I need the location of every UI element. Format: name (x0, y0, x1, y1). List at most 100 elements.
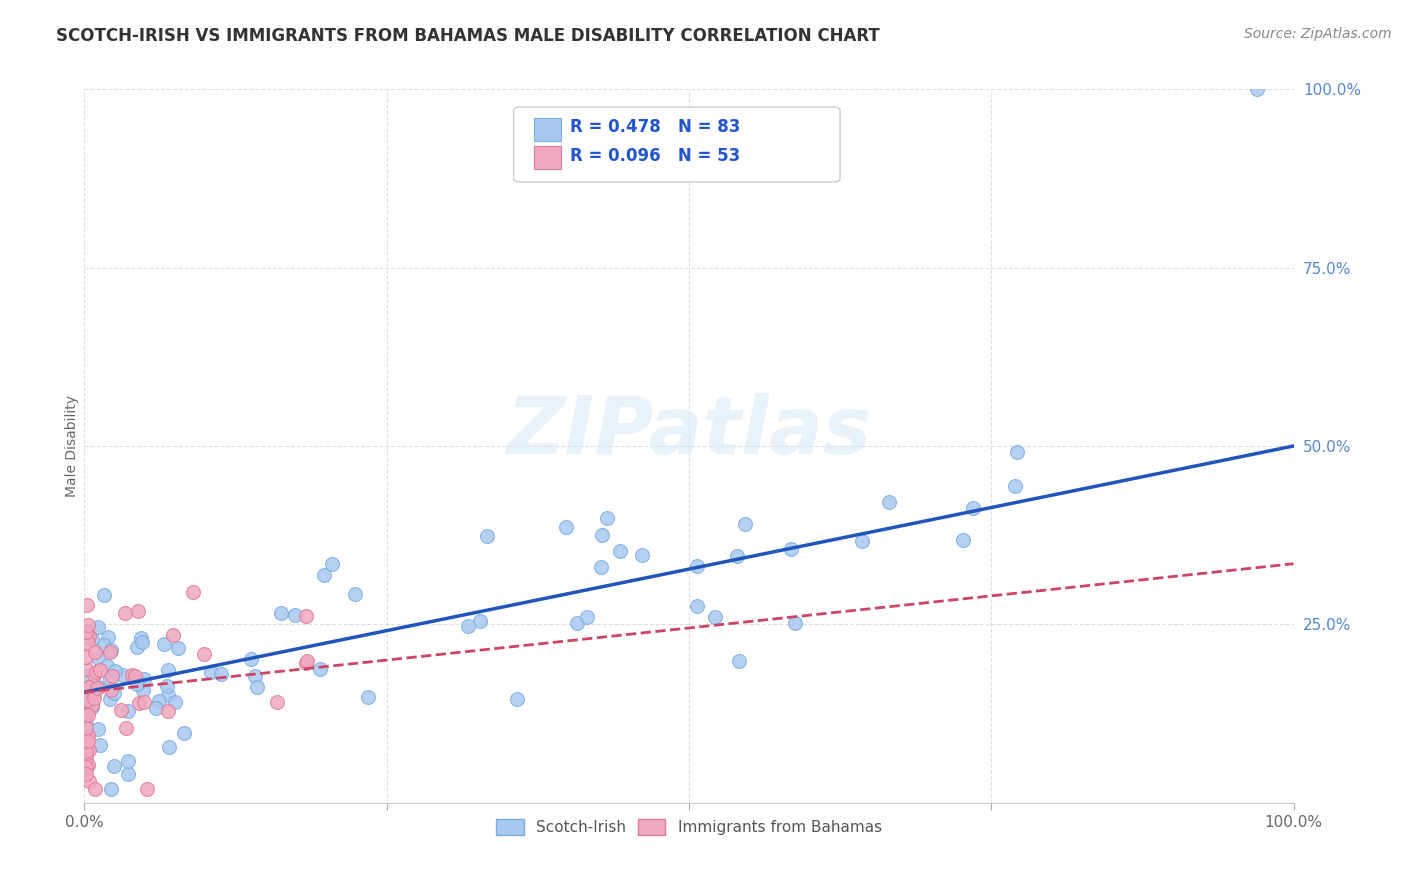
Point (132, 695, 155, 709)
Point (89, 738, 111, 752)
Point (576, 610, 599, 624)
Point (114, 606, 136, 620)
Point (295, 656, 318, 670)
Point (1246, 82, 1268, 96)
Point (77, 743, 100, 757)
Point (156, 688, 179, 702)
Point (76, 630, 98, 644)
Point (76, 598, 98, 612)
Point (173, 726, 195, 740)
Point (112, 667, 135, 681)
Point (270, 606, 292, 620)
Point (131, 635, 153, 649)
Point (100, 643, 122, 657)
Point (77, 758, 100, 772)
Point (156, 704, 179, 718)
Point (75, 624, 97, 639)
Point (686, 599, 709, 614)
Point (77, 629, 100, 643)
Point (89, 663, 111, 677)
Point (475, 529, 498, 543)
Point (83, 668, 105, 682)
Point (87, 722, 110, 736)
Point (284, 607, 307, 622)
Point (117, 766, 139, 780)
Point (114, 721, 136, 735)
Point (75, 721, 97, 735)
Point (457, 619, 479, 633)
Point (77, 681, 100, 695)
Point (609, 543, 631, 558)
Point (103, 759, 125, 773)
Point (86, 681, 108, 695)
Point (780, 541, 803, 556)
Point (124, 669, 146, 683)
Point (127, 604, 149, 618)
Point (125, 640, 148, 655)
Point (321, 557, 343, 571)
Point (82, 698, 104, 712)
Point (82, 688, 104, 702)
Point (75, 662, 97, 676)
Point (98, 672, 121, 686)
Point (98, 692, 121, 706)
Point (75, 767, 97, 781)
Point (243, 669, 266, 683)
Point (97, 630, 120, 644)
Point (87, 650, 110, 665)
Point (75, 624, 97, 639)
Point (75, 716, 97, 731)
Point (152, 637, 174, 651)
Point (155, 679, 177, 693)
Point (104, 664, 127, 678)
Point (75, 708, 97, 723)
Point (181, 585, 204, 599)
Point (110, 703, 132, 717)
Point (76, 618, 98, 632)
Point (962, 500, 984, 515)
Point (734, 517, 756, 532)
Point (567, 616, 589, 631)
Point (200, 665, 222, 679)
Point (103, 686, 125, 700)
Point (76, 708, 98, 723)
Point (952, 533, 974, 548)
Point (727, 654, 749, 668)
Point (783, 615, 806, 630)
Point (157, 663, 180, 677)
Point (117, 704, 139, 718)
Point (86, 681, 108, 695)
Point (80, 699, 103, 714)
Point (246, 681, 269, 695)
Point (83, 690, 105, 705)
Point (75, 745, 97, 759)
Text: Source: ZipAtlas.com: Source: ZipAtlas.com (1244, 27, 1392, 41)
Point (75, 669, 97, 683)
Point (295, 609, 318, 624)
Point (506, 691, 529, 706)
Point (555, 520, 578, 534)
Point (128, 696, 150, 710)
Point (93, 638, 115, 652)
Point (100, 781, 122, 796)
Point (1004, 479, 1026, 493)
FancyBboxPatch shape (534, 118, 561, 141)
Point (343, 586, 366, 600)
Point (87, 620, 110, 634)
Point (77, 733, 100, 747)
Point (162, 628, 184, 642)
Point (80, 632, 103, 646)
Point (851, 533, 873, 548)
Point (96, 659, 118, 673)
Point (209, 667, 232, 681)
Point (84, 665, 107, 679)
Point (75, 702, 97, 716)
Point (470, 614, 492, 628)
Point (193, 648, 215, 662)
Point (309, 662, 332, 676)
Point (877, 494, 900, 508)
Point (163, 695, 186, 709)
Point (295, 654, 318, 668)
Point (77, 773, 100, 788)
Text: R = 0.478   N = 83: R = 0.478 N = 83 (571, 118, 741, 136)
